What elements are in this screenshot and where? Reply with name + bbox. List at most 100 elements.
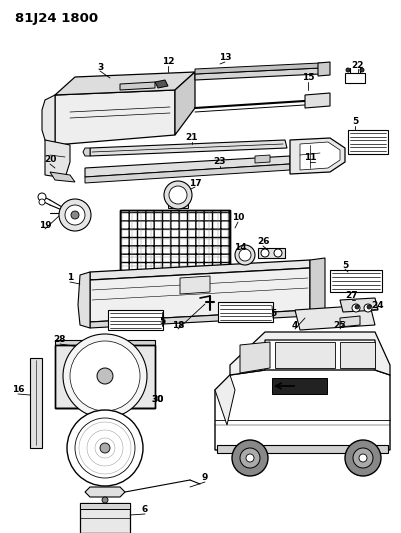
Polygon shape <box>120 210 230 295</box>
Polygon shape <box>90 260 310 280</box>
Polygon shape <box>85 164 290 183</box>
Polygon shape <box>340 316 360 327</box>
Circle shape <box>102 497 108 503</box>
Polygon shape <box>45 140 70 178</box>
Text: 5: 5 <box>270 310 276 319</box>
Polygon shape <box>230 332 390 375</box>
Circle shape <box>67 410 143 486</box>
Polygon shape <box>215 370 390 450</box>
Polygon shape <box>240 342 270 373</box>
Text: 30: 30 <box>152 395 164 405</box>
Circle shape <box>38 193 46 201</box>
Circle shape <box>164 181 192 209</box>
Text: 23: 23 <box>214 157 226 166</box>
Polygon shape <box>90 268 310 322</box>
Text: 4: 4 <box>292 320 298 329</box>
Circle shape <box>235 245 255 265</box>
Text: 10: 10 <box>232 214 244 222</box>
Polygon shape <box>215 375 235 425</box>
Text: 3: 3 <box>97 62 103 71</box>
Circle shape <box>59 199 91 231</box>
Text: 81J24 1800: 81J24 1800 <box>15 12 98 25</box>
Circle shape <box>100 443 110 453</box>
Polygon shape <box>120 82 155 90</box>
Polygon shape <box>330 270 382 292</box>
Circle shape <box>364 304 372 312</box>
Text: 22: 22 <box>352 61 364 69</box>
Text: 17: 17 <box>189 179 201 188</box>
Polygon shape <box>85 156 290 177</box>
Polygon shape <box>290 138 345 174</box>
Text: 27: 27 <box>346 292 358 301</box>
Circle shape <box>355 305 359 309</box>
Circle shape <box>71 211 79 219</box>
Text: 26: 26 <box>257 238 269 246</box>
Text: 6: 6 <box>142 505 148 514</box>
Polygon shape <box>340 342 375 368</box>
Circle shape <box>39 199 45 205</box>
Polygon shape <box>55 345 155 408</box>
Polygon shape <box>195 63 320 74</box>
Polygon shape <box>340 298 378 312</box>
Text: 1: 1 <box>67 273 73 282</box>
Text: 30: 30 <box>152 395 164 405</box>
Circle shape <box>246 454 254 462</box>
Polygon shape <box>310 258 325 316</box>
Text: 13: 13 <box>219 53 231 62</box>
Text: 5: 5 <box>352 117 358 126</box>
Circle shape <box>70 341 140 411</box>
Polygon shape <box>108 310 163 330</box>
Polygon shape <box>305 93 330 108</box>
Polygon shape <box>180 276 210 294</box>
Polygon shape <box>272 378 327 394</box>
Polygon shape <box>275 342 335 368</box>
Polygon shape <box>30 358 42 448</box>
Polygon shape <box>80 503 130 533</box>
Polygon shape <box>175 72 195 135</box>
Polygon shape <box>168 195 188 208</box>
Polygon shape <box>78 272 90 328</box>
Polygon shape <box>83 148 90 156</box>
Circle shape <box>345 440 381 476</box>
Circle shape <box>232 440 268 476</box>
Polygon shape <box>85 487 125 497</box>
Polygon shape <box>90 140 287 156</box>
Circle shape <box>367 305 371 309</box>
Text: 18: 18 <box>172 320 184 329</box>
Polygon shape <box>42 95 55 145</box>
Text: 20: 20 <box>44 156 56 165</box>
Circle shape <box>352 304 360 312</box>
Circle shape <box>169 186 187 204</box>
Circle shape <box>261 249 269 257</box>
Text: 14: 14 <box>234 244 246 253</box>
Polygon shape <box>90 310 310 328</box>
Text: 11: 11 <box>304 154 316 163</box>
Circle shape <box>274 249 282 257</box>
Polygon shape <box>155 80 168 88</box>
Text: 5: 5 <box>159 318 165 327</box>
Text: 19: 19 <box>38 221 51 230</box>
Circle shape <box>240 448 260 468</box>
Polygon shape <box>218 302 273 322</box>
Circle shape <box>359 454 367 462</box>
Polygon shape <box>348 130 388 154</box>
Circle shape <box>346 68 350 72</box>
Circle shape <box>97 368 113 384</box>
Text: 5: 5 <box>342 261 348 270</box>
Polygon shape <box>55 72 195 95</box>
Text: 25: 25 <box>334 320 346 329</box>
Text: 15: 15 <box>302 74 314 83</box>
Text: 28: 28 <box>54 335 66 344</box>
Polygon shape <box>300 142 340 170</box>
Circle shape <box>75 418 135 478</box>
Circle shape <box>353 448 373 468</box>
Polygon shape <box>50 172 75 182</box>
Text: 16: 16 <box>12 385 24 394</box>
Polygon shape <box>295 305 375 330</box>
Circle shape <box>63 334 147 418</box>
Circle shape <box>239 249 251 261</box>
Polygon shape <box>55 340 155 345</box>
Circle shape <box>65 205 85 225</box>
Text: 12: 12 <box>162 58 174 67</box>
Circle shape <box>360 68 364 72</box>
